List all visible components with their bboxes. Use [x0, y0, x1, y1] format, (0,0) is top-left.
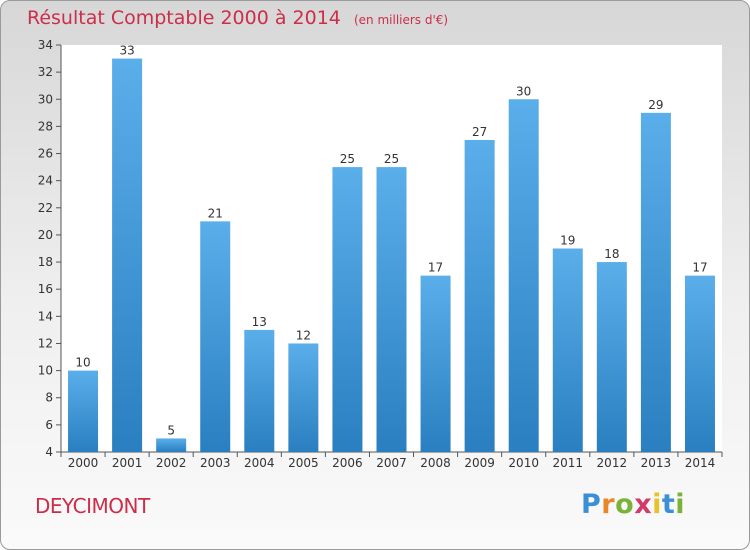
- x-tick-label: 2000: [68, 456, 99, 470]
- y-tick-label: 26: [38, 147, 53, 161]
- y-tick-label: 20: [38, 228, 53, 242]
- bar-2001: [112, 58, 143, 453]
- value-label-2011: 19: [560, 234, 575, 248]
- x-tick-label: 2002: [156, 456, 187, 470]
- bar-2002: [156, 438, 187, 452]
- value-label-2007: 25: [384, 152, 399, 166]
- x-tick-label: 2004: [244, 456, 275, 470]
- bar-2014: [684, 275, 715, 452]
- y-tick-label: 6: [45, 418, 53, 432]
- x-tick-label: 2005: [288, 456, 319, 470]
- y-tick-label: 12: [38, 336, 53, 350]
- chart-header: Résultat Comptable 2000 à 2014 (en milli…: [27, 7, 448, 29]
- x-tick-label: 2001: [112, 456, 143, 470]
- y-tick-label: 30: [38, 92, 53, 106]
- y-tick-label: 28: [38, 119, 53, 133]
- bar-2005: [288, 343, 319, 452]
- y-tick-label: 24: [38, 174, 53, 188]
- y-tick-label: 32: [38, 65, 53, 79]
- value-label-2013: 29: [648, 98, 663, 112]
- bar-2000: [68, 370, 99, 452]
- bar-2006: [332, 167, 363, 452]
- y-tick-label: 18: [38, 255, 53, 269]
- bar-2009: [464, 139, 495, 452]
- chart-title: Résultat Comptable 2000 à 2014: [27, 7, 341, 29]
- value-label-2009: 27: [472, 125, 487, 139]
- y-tick-label: 4: [45, 445, 53, 459]
- value-label-2001: 33: [119, 44, 134, 58]
- value-label-2012: 18: [604, 247, 619, 261]
- x-tick-label: 2006: [332, 456, 363, 470]
- logo-letter: t: [661, 489, 676, 520]
- x-tick-label: 2007: [376, 456, 407, 470]
- x-tick-label: 2011: [552, 456, 583, 470]
- bar-2010: [508, 99, 539, 453]
- logo-letter: i: [652, 489, 662, 520]
- bar-2007: [376, 167, 407, 452]
- bar-2013: [640, 112, 671, 452]
- x-tick-label: 2014: [685, 456, 716, 470]
- value-labels: 10 33 5 21 13 12 25 25 17 27 30 19 18 29 17: [75, 44, 707, 438]
- x-tick-label: 2009: [464, 456, 495, 470]
- value-label-2010: 30: [516, 84, 531, 98]
- value-label-2003: 21: [208, 206, 223, 220]
- y-tick-label: 8: [45, 391, 53, 405]
- y-axis: 4 6 8 10 12 14 16 18 20 22 24 26 28 30 32 34: [38, 38, 62, 459]
- value-label-2014: 17: [692, 261, 707, 275]
- y-tick-label: 16: [38, 282, 53, 296]
- x-tick-label: 2008: [420, 456, 451, 470]
- logo-letter: o: [615, 489, 635, 520]
- value-label-2008: 17: [428, 261, 443, 275]
- bar-2003: [200, 221, 231, 452]
- x-tick-label: 2013: [641, 456, 672, 470]
- y-tick-label: 22: [38, 201, 53, 215]
- value-label-2004: 13: [252, 315, 267, 329]
- y-tick-label: 14: [38, 309, 53, 323]
- x-tick-label: 2003: [200, 456, 231, 470]
- logo-letter: r: [601, 489, 616, 520]
- bar-2008: [420, 275, 451, 452]
- bar-2011: [552, 248, 583, 452]
- logo-letter: x: [634, 489, 653, 520]
- logo-letter: i: [675, 489, 686, 520]
- bars: [68, 58, 715, 453]
- logo-letter: P: [581, 489, 602, 520]
- value-label-2002: 5: [167, 423, 175, 437]
- y-tick-label: 34: [38, 38, 53, 52]
- y-tick-label: 10: [38, 364, 53, 378]
- place-name: DEYCIMONT: [35, 494, 150, 518]
- proxiti-logo: Proxiti: [581, 489, 685, 520]
- x-tick-label: 2012: [597, 456, 628, 470]
- value-label-2000: 10: [75, 356, 90, 370]
- x-axis: 2000 2001 2002 2003 2004 2005 2006 2007 2008 2009…: [60, 451, 723, 470]
- bar-2012: [596, 262, 627, 452]
- bar-2004: [244, 329, 275, 452]
- value-label-2006: 25: [340, 152, 355, 166]
- chart-unit: (en milliers d'€): [353, 13, 449, 27]
- value-label-2005: 12: [296, 328, 311, 342]
- x-tick-label: 2010: [508, 456, 539, 470]
